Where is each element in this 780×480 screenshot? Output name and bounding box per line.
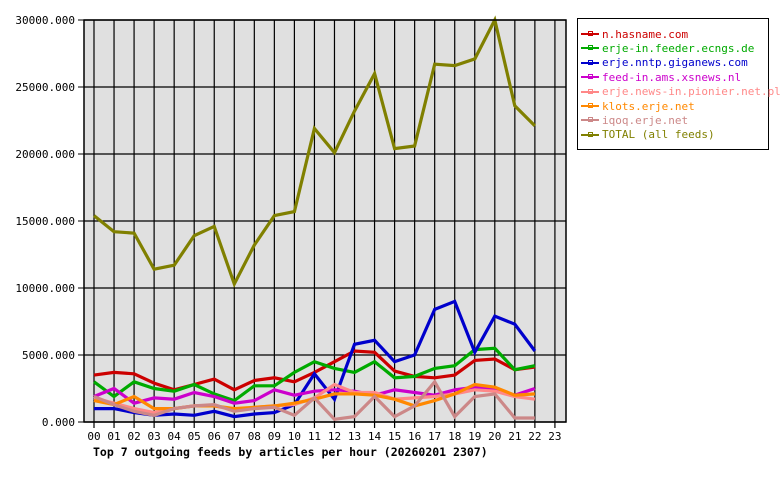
x-tick-label: 15 (388, 430, 401, 443)
legend-item[interactable]: iqoq.erje.net (581, 113, 688, 127)
legend-line-marker-icon (581, 131, 599, 137)
x-tick-label: 17 (428, 430, 441, 443)
legend-label: erje.nntp.giganews.com (602, 56, 748, 70)
legend-line-marker-icon (581, 103, 599, 108)
x-tick-label: 00 (87, 430, 100, 443)
legend: n.hasname.com erje-in.feeder.ecngs.de erje… (577, 18, 780, 150)
y-tick-label: 20000.000 (15, 148, 75, 161)
x-tick-label: 12 (328, 430, 341, 443)
x-tick-label: 01 (107, 430, 120, 443)
y-tick-label: 30000.000 (15, 14, 75, 27)
legend-item[interactable]: erje.nntp.giganews.com (581, 56, 748, 70)
y-tick-label: 0.000 (42, 416, 75, 429)
x-tick-label: 10 (288, 430, 301, 443)
x-tick-label: 07 (228, 430, 241, 443)
legend-label: n.hasname.com (602, 27, 689, 41)
legend-item[interactable]: n.hasname.com (581, 27, 688, 41)
x-tick-label: 22 (528, 430, 541, 443)
x-tick-label: 06 (208, 430, 221, 443)
legend-label: erje-in.feeder.ecngs.de (602, 41, 755, 55)
legend-line-marker-icon (581, 88, 599, 94)
legend-line-marker-icon (581, 74, 599, 80)
legend-line-marker-icon (581, 59, 599, 65)
legend-item[interactable]: erje.news-in.pionier.net.pl (581, 85, 780, 99)
x-tick-label: 18 (448, 430, 461, 443)
x-tick-label: 04 (168, 430, 182, 443)
x-tick-label: 08 (248, 430, 261, 443)
series-line-2 (94, 299, 537, 419)
plot-border (83, 19, 567, 423)
x-tick-label: 14 (368, 430, 382, 443)
x-tick-label: 09 (268, 430, 281, 443)
x-tick-label: 19 (468, 430, 481, 443)
legend-line-marker-icon (581, 31, 599, 36)
y-tick-label: 25000.000 (15, 81, 75, 94)
x-tick-label: 23 (548, 430, 561, 443)
series-line-6 (93, 379, 535, 421)
x-tick-label: 03 (147, 430, 160, 443)
legend-label: TOTAL (all feeds) (602, 128, 715, 142)
legend-label: feed-in.ams.xsnews.nl (602, 70, 742, 84)
y-tick-label: 15000.000 (15, 215, 75, 228)
y-tick-label: 5000.000 (22, 349, 75, 362)
legend-item[interactable]: erje-in.feeder.ecngs.de (581, 41, 754, 55)
legend-item[interactable]: klots.erje.net (581, 99, 695, 113)
x-tick-label: 05 (188, 430, 201, 443)
y-axis-ticks: 0.000 5000.000 10000.000 15000.000 20000.000… (15, 14, 75, 429)
chart-title: Top 7 outgoing feeds by articles per hou… (93, 445, 488, 459)
x-tick-label: 16 (408, 430, 421, 443)
legend-line-marker-icon (581, 117, 599, 123)
x-tick-label: 20 (488, 430, 501, 443)
legend-label: iqoq.erje.net (602, 113, 689, 127)
x-tick-label: 02 (127, 430, 140, 443)
legend-label: klots.erje.net (602, 99, 695, 113)
series-line-7 (92, 15, 537, 289)
x-tick-label: 13 (348, 430, 361, 443)
y-tick-label: 10000.000 (15, 282, 75, 295)
x-axis-ticks: 00 01 02 03 04 05 06 07 08 09 10 11 12 13 14 15 16 17 18 19… (87, 430, 561, 443)
legend-item[interactable]: feed-in.ams.xsnews.nl (581, 70, 741, 84)
x-tick-label: 11 (308, 430, 321, 443)
legend-label: erje.news-in.pionier.net.pl (602, 85, 780, 99)
legend-item[interactable]: TOTAL (all feeds) (581, 128, 715, 142)
series-line-3 (93, 385, 536, 405)
series-line-1 (93, 346, 536, 403)
series-lines (92, 15, 537, 421)
x-tick-label: 21 (508, 430, 521, 443)
legend-line-marker-icon (581, 45, 599, 51)
